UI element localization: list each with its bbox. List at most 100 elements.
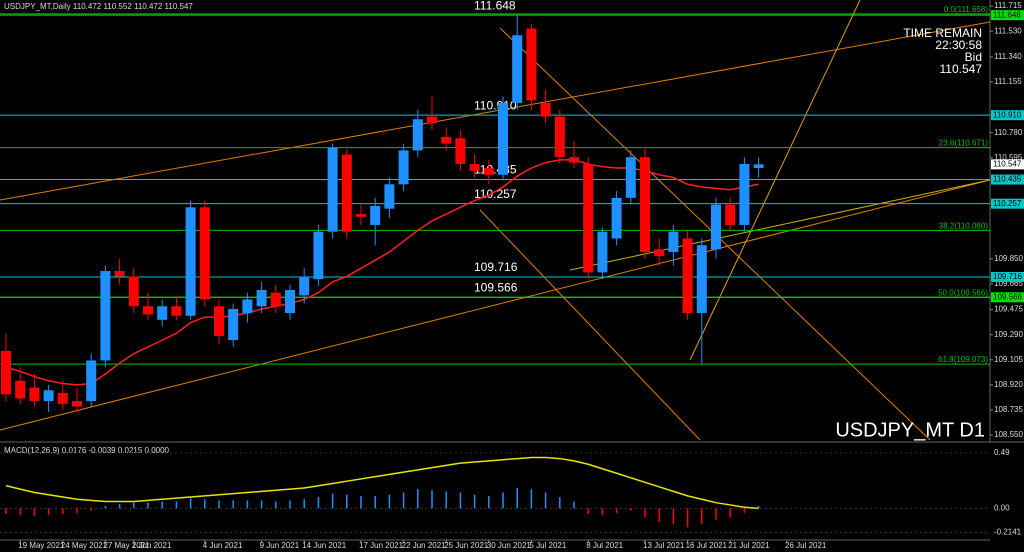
- candle-body: [43, 390, 54, 402]
- candle-body: [114, 271, 125, 277]
- level-annotation: 110.435: [474, 163, 517, 177]
- timer-time: 22:30:58: [935, 38, 982, 52]
- candle-body: [157, 306, 168, 320]
- level-tag-label: 110.257: [993, 199, 1022, 208]
- candle-body: [57, 392, 68, 404]
- candle-body: [412, 119, 423, 151]
- level-tag: [991, 110, 1024, 121]
- fib-label: 38.2(110.060): [939, 221, 989, 230]
- candle-body: [171, 306, 182, 316]
- candle-body: [711, 204, 721, 250]
- fib-label: 61.8(109.073): [938, 355, 988, 364]
- x-tick-label: 14 Jun 2021: [302, 541, 347, 550]
- level-tag: [991, 271, 1024, 282]
- y-tick-label: 111.530: [994, 26, 1022, 35]
- candle-body: [327, 147, 338, 232]
- bid-tag: [991, 159, 1024, 170]
- candle-body: [569, 157, 579, 163]
- candle-body: [654, 249, 665, 257]
- level-annotation: 109.716: [474, 260, 518, 274]
- level-tag: [991, 198, 1024, 209]
- trendline: [0, 179, 991, 431]
- candle-body: [228, 308, 239, 341]
- level-annotation: 110.910: [474, 98, 517, 112]
- candle-body: [270, 292, 281, 307]
- level-tag-label: 110.910: [993, 110, 1022, 119]
- x-tick-label: 19 May 2021: [18, 541, 65, 550]
- candle-body: [540, 102, 551, 117]
- candle-body: [256, 289, 267, 307]
- y-tick-label: 111.340: [994, 52, 1022, 61]
- level-annotation: 111.648: [474, 0, 516, 12]
- y-tick-label: 109.290: [994, 330, 1023, 339]
- candle-body: [498, 102, 508, 175]
- level-tag: [991, 10, 1024, 21]
- candle-body: [299, 276, 310, 296]
- candle-body: [611, 197, 622, 239]
- x-tick-label: 22 Jun 2021: [402, 541, 447, 550]
- candle-body: [469, 163, 480, 171]
- candle-body: [427, 116, 437, 124]
- candle-body: [682, 238, 693, 314]
- fib-label: 23.6(110.671): [939, 139, 989, 148]
- y-tick-label: 108.735: [994, 405, 1023, 414]
- macd-y-tick-label: 0.00: [994, 503, 1010, 512]
- candle-body: [199, 207, 210, 300]
- macd-y-tick-label: 0.49: [994, 448, 1010, 457]
- candle-body: [242, 299, 253, 314]
- candle-body: [128, 276, 139, 307]
- level-annotation: 109.566: [474, 280, 518, 294]
- candle-body: [512, 35, 523, 103]
- y-tick-label: 109.665: [994, 279, 1023, 288]
- y-tick-label: 110.780: [994, 128, 1023, 137]
- x-tick-label: 30 Jun 2021: [487, 541, 532, 550]
- candle-body: [597, 231, 608, 273]
- candle-body: [15, 380, 26, 399]
- candle-body: [554, 116, 565, 158]
- candle-body: [398, 150, 409, 185]
- macd-signal: [5, 456, 759, 510]
- candle-body: [341, 154, 352, 232]
- candle-body: [455, 138, 466, 164]
- candle-body: [739, 163, 750, 225]
- symbol-label: USDJPY_MT D1: [835, 419, 985, 441]
- candle-body: [668, 231, 679, 253]
- x-tick-label: 1 Jun 2021: [132, 541, 172, 550]
- y-tick-label: 108.920: [994, 380, 1023, 389]
- y-tick-label: 110.595: [994, 153, 1023, 162]
- level-tag: [991, 292, 1024, 303]
- macd-y-tick-label: -0.2141: [994, 528, 1022, 537]
- candle-body: [86, 360, 97, 402]
- level-tag-label: 109.716: [993, 272, 1022, 281]
- candle-body: [640, 157, 650, 253]
- x-tick-label: 4 Jun 2021: [203, 541, 243, 550]
- candle-body: [285, 289, 295, 314]
- x-tick-label: 17 Jun 2021: [359, 541, 404, 550]
- chart-header: USDJPY_MT,Daily 110.472 110.552 110.472 …: [4, 2, 193, 11]
- bid-value: 110.547: [940, 62, 983, 76]
- candle-body: [29, 387, 40, 402]
- candle-body: [483, 168, 494, 175]
- trendline: [0, 21, 991, 201]
- candle-body: [143, 306, 153, 315]
- candle-body: [185, 207, 196, 316]
- candle-body: [441, 136, 452, 144]
- y-tick-label: 111.155: [994, 77, 1022, 86]
- bid-tag-label: 110.547: [993, 159, 1022, 168]
- candle-body: [526, 28, 537, 101]
- x-tick-label: 9 Jun 2021: [260, 541, 300, 550]
- x-tick-label: 27 May 2021: [103, 541, 150, 550]
- trendline: [569, 179, 991, 271]
- candle-body: [100, 271, 111, 361]
- y-tick-label: 108.550: [994, 430, 1023, 439]
- level-tag: [991, 174, 1024, 185]
- x-tick-label: 21 Jul 2021: [728, 541, 770, 550]
- candle-body: [313, 231, 324, 280]
- candle-body: [384, 184, 395, 209]
- x-tick-label: 13 Jul 2021: [643, 541, 685, 550]
- x-tick-label: 5 Jul 2021: [529, 541, 566, 550]
- candle-body: [696, 245, 707, 314]
- level-tag-label: 109.566: [993, 292, 1022, 301]
